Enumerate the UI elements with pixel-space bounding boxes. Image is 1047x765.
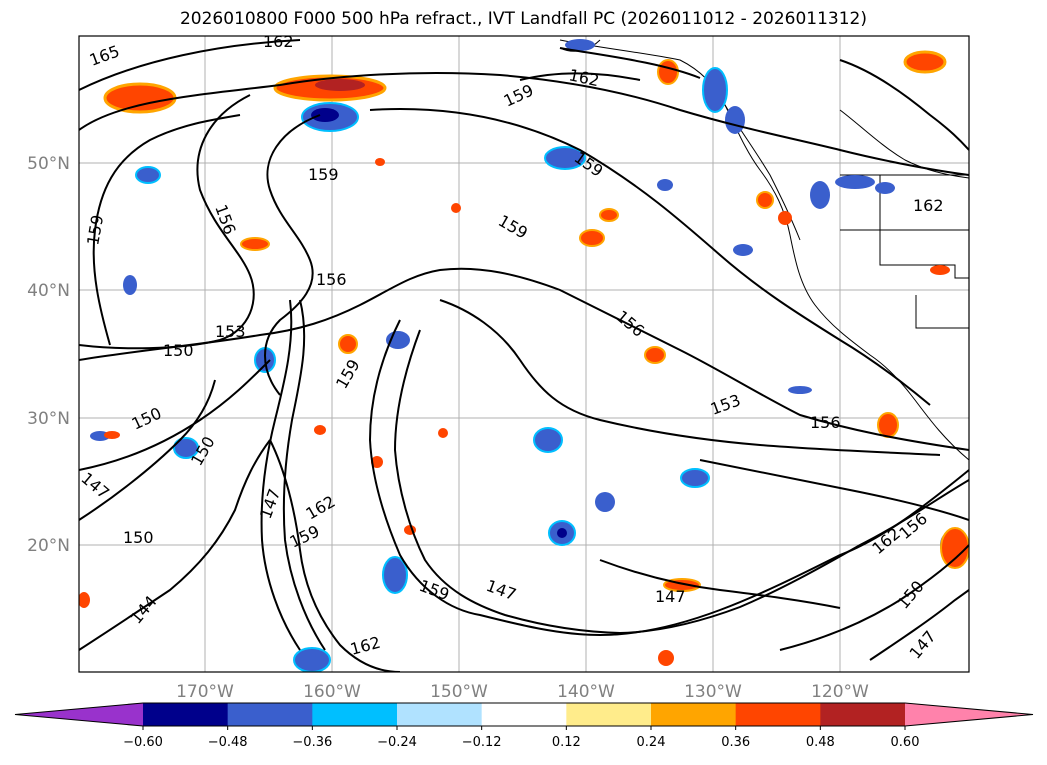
colorbar-segment — [312, 703, 398, 726]
colorbar-tick-label: 0.36 — [721, 735, 750, 750]
colorbar: −0.60 −0.48 −0.36 −0.24 −0.12 0.12 0.24 0.36 0.4… — [14, 702, 1034, 750]
contour-label: 156 — [316, 270, 347, 289]
lat-label-20n: 20°N — [27, 536, 70, 556]
colorbar-segment — [397, 703, 483, 726]
lon-label-140w: 140°W — [557, 682, 615, 702]
colorbar-segment — [143, 703, 229, 726]
colorbar-segment — [566, 703, 652, 726]
colorbar-segment — [227, 703, 313, 726]
colorbar-segment — [481, 703, 567, 726]
colorbar-tick-label: −0.24 — [377, 735, 417, 750]
lon-label-130w: 130°W — [684, 682, 742, 702]
colorbar-extend-right — [905, 703, 1033, 726]
latitude-labels: 50°N 40°N 30°N 20°N — [27, 154, 70, 556]
colorbar-extend-left — [15, 703, 143, 726]
colorbar-tick-label: 0.60 — [891, 735, 920, 750]
contour-label: 159 — [308, 165, 339, 184]
contour-label: 147 — [655, 587, 686, 606]
lat-label-40n: 40°N — [27, 281, 70, 301]
lon-label-150w: 150°W — [430, 682, 488, 702]
colorbar-segment — [820, 703, 906, 726]
colorbar-tick-label: 0.12 — [552, 735, 581, 750]
colorbar-tick-label: −0.60 — [123, 735, 163, 750]
refractivity-contours — [79, 39, 969, 672]
colorbar-tick-label: −0.12 — [462, 735, 502, 750]
contour-label: 150 — [163, 341, 194, 360]
longitude-labels: 170°W 160°W 150°W 140°W 130°W 120°W — [176, 682, 869, 702]
lat-label-30n: 30°N — [27, 409, 70, 429]
shaded-anomalies — [79, 39, 969, 672]
colorbar-segment — [651, 703, 737, 726]
map-title: 2026010800 F000 500 hPa refract., IVT La… — [179, 9, 867, 29]
lat-label-50n: 50°N — [27, 154, 70, 174]
contour-label: 162 — [913, 196, 944, 215]
lon-label-120w: 120°W — [811, 682, 869, 702]
contour-label: 156 — [810, 413, 841, 432]
colorbar-tick-label: 0.48 — [806, 735, 835, 750]
colorbar-tick-label: 0.24 — [637, 735, 666, 750]
gridlines — [79, 36, 969, 672]
map-frame — [78, 35, 970, 673]
contour-label: 153 — [215, 322, 246, 341]
colorbar-tick-label: −0.48 — [208, 735, 248, 750]
colorbar-segment — [735, 703, 821, 726]
lon-label-170w: 170°W — [176, 682, 234, 702]
contour-label: 162 — [263, 32, 294, 51]
map-area — [79, 36, 969, 672]
contour-label: 150 — [123, 528, 154, 547]
colorbar-tick-label: −0.36 — [292, 735, 332, 750]
lon-label-160w: 160°W — [303, 682, 361, 702]
